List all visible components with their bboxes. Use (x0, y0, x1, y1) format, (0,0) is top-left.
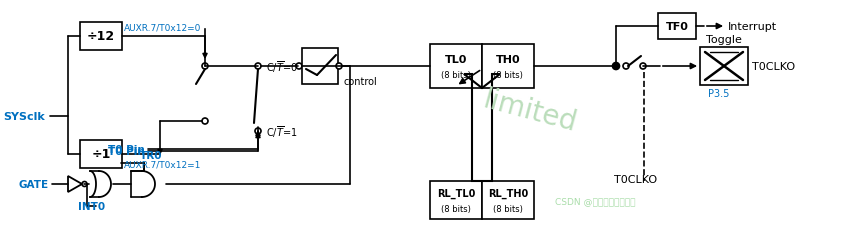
Circle shape (202, 64, 208, 70)
Text: RL_TL0: RL_TL0 (437, 188, 476, 198)
Text: limited: limited (480, 86, 580, 137)
Text: Toggle: Toggle (706, 35, 742, 45)
Text: (8 bits): (8 bits) (493, 71, 523, 80)
Text: T0CLKO: T0CLKO (614, 174, 657, 184)
Circle shape (336, 64, 342, 70)
Bar (430, 45, 482, 89)
Text: CSDN @资深流水灯工程师: CSDN @资深流水灯工程师 (555, 197, 635, 206)
Text: RL_TH0: RL_TH0 (488, 188, 528, 198)
Text: control: control (344, 77, 378, 87)
Text: (8 bits): (8 bits) (441, 71, 471, 80)
Bar (302, 49, 338, 85)
Bar (658, 14, 696, 40)
Text: ÷12: ÷12 (87, 30, 115, 43)
Bar (700, 48, 748, 86)
Text: AUXR.7/T0x12=1: AUXR.7/T0x12=1 (124, 160, 201, 169)
Text: TL0: TL0 (444, 55, 467, 65)
Text: SYSclk: SYSclk (3, 112, 45, 122)
Circle shape (613, 63, 620, 70)
Text: T0 Pin: T0 Pin (108, 144, 145, 154)
Text: TF0: TF0 (665, 22, 689, 32)
Text: Interrupt: Interrupt (728, 22, 777, 32)
Text: ÷1: ÷1 (91, 148, 110, 161)
Text: P3.5: P3.5 (708, 89, 729, 99)
Text: T0 Pin: T0 Pin (108, 146, 145, 156)
Circle shape (82, 182, 87, 187)
Text: INT0: INT0 (78, 201, 105, 211)
Circle shape (296, 64, 302, 70)
Circle shape (255, 64, 261, 70)
Bar (80, 23, 122, 51)
Text: (8 bits): (8 bits) (493, 204, 523, 213)
Bar (482, 45, 534, 89)
Circle shape (202, 119, 208, 125)
Circle shape (623, 64, 629, 70)
Text: (8 bits): (8 bits) (441, 204, 471, 213)
Bar (80, 140, 122, 168)
Circle shape (640, 64, 646, 70)
Text: GATE: GATE (18, 179, 48, 189)
Text: C/$\overline{T}$=0: C/$\overline{T}$=0 (266, 59, 298, 74)
Text: AUXR.7/T0x12=0: AUXR.7/T0x12=0 (124, 23, 201, 32)
Text: TR0: TR0 (140, 150, 162, 160)
Text: C/$\overline{T}$=1: C/$\overline{T}$=1 (266, 124, 298, 139)
Bar (482, 181, 534, 219)
Text: TH0: TH0 (495, 55, 520, 65)
Text: T0CLKO: T0CLKO (752, 62, 795, 72)
Bar (430, 181, 482, 219)
Circle shape (255, 128, 261, 134)
